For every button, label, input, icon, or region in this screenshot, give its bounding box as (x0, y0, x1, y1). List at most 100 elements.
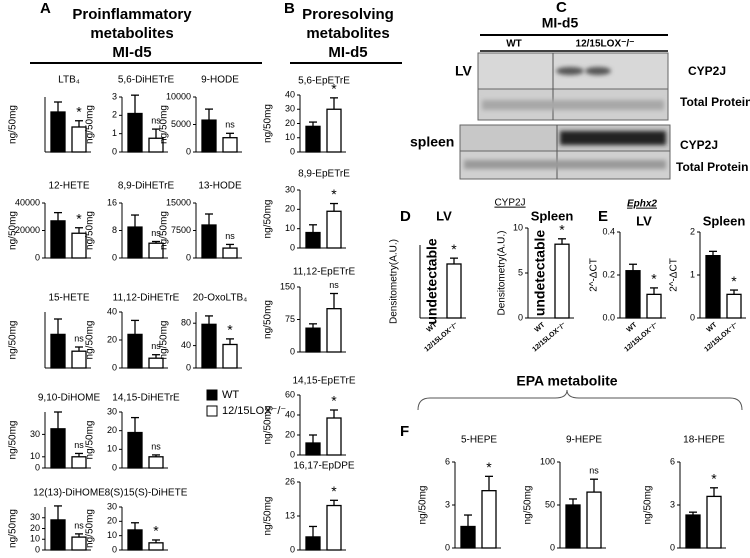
bar (305, 231, 321, 249)
bar (127, 112, 143, 153)
y-tick-label: 0.4 (602, 226, 615, 236)
chart-title: 14,15-DiHETrE (112, 393, 180, 404)
chart-title: 20-OxoLTB₄ (193, 293, 247, 304)
chart-title: 9-HEPE (566, 435, 602, 446)
y-tick-label: 10 (513, 222, 523, 232)
bar (148, 456, 164, 469)
chart-title: LTB₄ (58, 75, 80, 86)
chart-title: 8,9-DiHETrE (118, 181, 175, 192)
y-axis-label: ng/50mg (263, 406, 274, 445)
bar (148, 542, 164, 551)
significance: * (331, 186, 337, 202)
bar (726, 293, 742, 319)
bar (305, 536, 321, 551)
y-tick-label: 16 (107, 197, 117, 207)
band-label: CYP2J (680, 138, 718, 152)
y-axis-label: ng/50mg (159, 105, 170, 144)
panel-letter: C (556, 0, 567, 16)
significance: ns (589, 466, 599, 476)
significance: ns (151, 441, 161, 451)
lane-label: 12/15LOX⁻/⁻ (576, 39, 635, 50)
chart-title: 12-HETE (48, 181, 89, 192)
y-tick-label: 60 (285, 389, 295, 399)
significance: ns (74, 520, 84, 530)
y-tick-label: 3 (112, 91, 117, 101)
gene-label: Ephx2 (627, 199, 657, 210)
y-tick-label: 0 (112, 146, 117, 156)
y-tick-label: 0 (518, 312, 523, 322)
chart-title: 14,15-EpETrE (293, 376, 356, 387)
panel-letter: F (400, 423, 409, 440)
bar (326, 417, 342, 456)
y-tick-label: 10 (30, 534, 40, 544)
y-tick-label: 20 (285, 429, 295, 439)
significance: * (331, 81, 337, 97)
y-axis-label: ng/50mg (263, 300, 274, 339)
y-tick-label: 0 (112, 544, 117, 554)
y-tick-label: 0 (35, 252, 40, 262)
y-tick-label: 0 (112, 252, 117, 262)
significance: ns (225, 120, 235, 130)
significance: * (76, 103, 82, 119)
bar (50, 428, 66, 469)
y-tick-label: 1 (690, 269, 695, 279)
y-tick-label: 3 (670, 499, 675, 509)
y-tick-label: 10 (30, 451, 40, 461)
y-axis-label: ng/50mg (85, 509, 96, 548)
y-axis-label: ng/50mg (8, 421, 19, 460)
y-tick-label: 0 (445, 542, 450, 552)
y-tick-label: 0 (290, 346, 295, 356)
bar (706, 495, 722, 549)
y-tick-label: 20 (30, 523, 40, 533)
y-tick-label: 6 (445, 456, 450, 466)
y-tick-label: 30 (285, 104, 295, 114)
legend-label: WT (222, 389, 239, 401)
bar (646, 293, 662, 319)
chart-title: 9,10-DiHOME (38, 393, 101, 404)
chart-title: 8,9-EpETrE (298, 169, 350, 180)
y-tick-label: 1 (112, 128, 117, 138)
chart-title: 18-HEPE (683, 435, 725, 446)
chart-title: Spleen (531, 208, 574, 223)
y-axis-label: 2^-ΔCT (589, 258, 600, 292)
value-label: undetectable (424, 238, 440, 325)
panel-letter: D (400, 208, 411, 225)
significance: * (227, 322, 233, 338)
legend-swatch (206, 405, 218, 417)
chart-title: LV (636, 213, 652, 228)
significance: ns (329, 280, 339, 290)
significance: * (651, 271, 657, 287)
bar (305, 327, 321, 353)
significance: ns (151, 115, 161, 125)
value-label: undetectable (532, 230, 548, 317)
y-tick-label: 10 (285, 223, 295, 233)
y-tick-label: 0 (186, 362, 191, 372)
y-tick-label: 30 (107, 501, 117, 511)
y-tick-label: 8 (112, 225, 117, 235)
panel-subtitle: metabolites (306, 25, 389, 42)
brace (417, 389, 743, 411)
blot-band (556, 67, 584, 75)
chart-title: 15-HETE (48, 293, 89, 304)
group-label: MI-d5 (112, 44, 151, 61)
group-label: MI-d5 (542, 15, 579, 31)
significance: ns (151, 341, 161, 351)
y-tick-label: 2 (690, 226, 695, 236)
blot-band (482, 100, 664, 110)
chart-title: 9-HODE (201, 75, 239, 86)
chart-title: 12(13)-DiHOME (33, 488, 105, 499)
significance: ns (151, 228, 161, 238)
y-tick-label: 40000 (15, 197, 40, 207)
lane-label: WT (506, 39, 522, 50)
y-axis-label: 2^-ΔCT (669, 258, 680, 292)
y-tick-label: 7500 (171, 225, 191, 235)
bar (222, 247, 238, 259)
y-tick-label: 26 (285, 476, 295, 486)
bar (625, 270, 641, 319)
y-tick-label: 40 (181, 340, 191, 350)
panel-title: Proresolving (302, 6, 394, 23)
y-axis-label: Densitometry(A.U.) (389, 239, 400, 324)
bar (446, 263, 462, 319)
y-tick-label: 0 (35, 544, 40, 554)
chart-title: Spleen (703, 213, 746, 228)
